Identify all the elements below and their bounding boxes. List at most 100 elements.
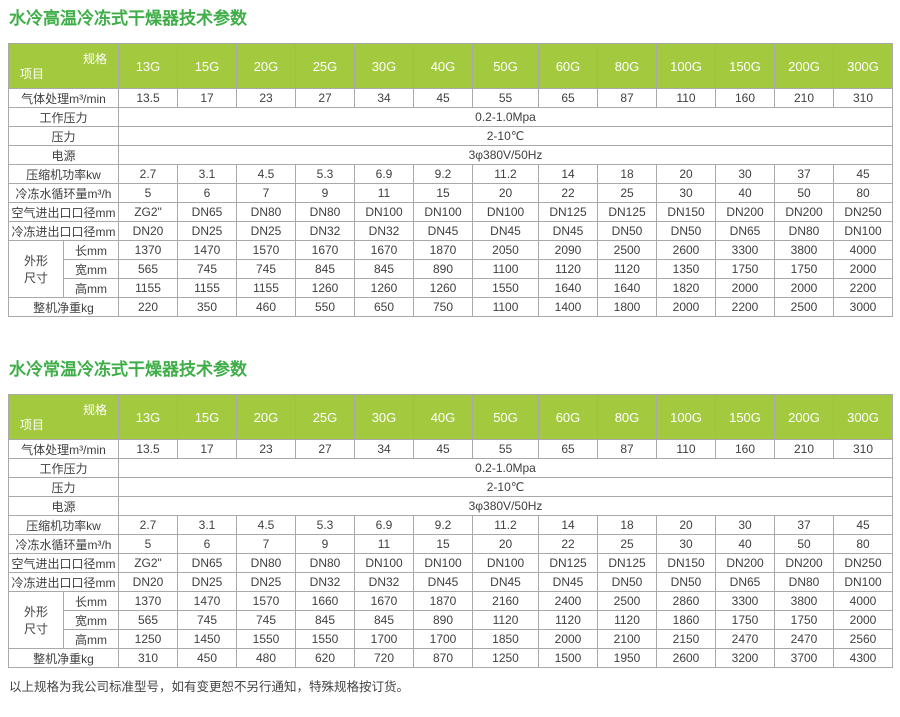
- value-cell: 2100: [597, 629, 657, 649]
- value-cell: 15: [413, 183, 473, 203]
- value-cell: 3800: [774, 240, 834, 260]
- value-cell: DN50: [597, 221, 657, 241]
- value-cell: 4000: [833, 240, 893, 260]
- column-header-40G: 40G: [413, 394, 473, 440]
- value-cell: 2000: [656, 297, 716, 317]
- value-cell: 620: [295, 648, 355, 668]
- value-cell: 3300: [715, 240, 775, 260]
- value-cell: 1670: [354, 591, 414, 611]
- value-cell: 1370: [118, 591, 178, 611]
- corner-spec-label: 规格: [82, 52, 107, 66]
- value-cell: 1640: [597, 278, 657, 298]
- value-cell: 4.5: [236, 164, 296, 184]
- table-row: 气体处理m³/min 13.5 17 23 27 34 45 55 65 87 110 160 210 3…: [8, 88, 893, 108]
- value-cell: 34: [354, 88, 414, 108]
- row-label: 工作压力: [8, 107, 119, 127]
- value-cell: 1550: [472, 278, 539, 298]
- value-cell: 110: [656, 88, 716, 108]
- value-cell: 14: [538, 515, 598, 535]
- value-cell: 2470: [715, 629, 775, 649]
- value-cell: DN125: [597, 553, 657, 573]
- value-cell: 2160: [472, 591, 539, 611]
- corner-item-label: 项目: [20, 67, 45, 81]
- value-cell: 30: [656, 183, 716, 203]
- value-cell: DN25: [236, 572, 296, 592]
- corner-item-label: 项目: [20, 418, 45, 432]
- value-cell: 25: [597, 534, 657, 554]
- value-cell: 2000: [715, 278, 775, 298]
- value-cell: 87: [597, 439, 657, 459]
- value-cell: DN65: [715, 572, 775, 592]
- value-cell: 23: [236, 88, 296, 108]
- value-cell: DN100: [354, 202, 414, 222]
- row-group-label: 外形 尺寸: [8, 240, 64, 298]
- value-cell: 1820: [656, 278, 716, 298]
- value-cell: DN20: [118, 221, 178, 241]
- value-cell: 2400: [538, 591, 598, 611]
- value-cell: 845: [354, 259, 414, 279]
- value-cell: 18: [597, 164, 657, 184]
- spec-table-high-temp: 规格 项目 13G 15G 20G 25G 30G 40G 50G 60G 80G 100G 150G 2…: [8, 43, 893, 317]
- value-cell: 55: [472, 439, 539, 459]
- value-cell: 2600: [656, 648, 716, 668]
- value-cell: 2000: [833, 610, 893, 630]
- value-cell: 1260: [354, 278, 414, 298]
- value-cell: 1700: [354, 629, 414, 649]
- column-header-300G: 300G: [833, 394, 893, 440]
- value-cell: 37: [774, 515, 834, 535]
- value-cell: 2600: [656, 240, 716, 260]
- table-row: 外形 尺寸 长mm 1370 1470 1570 1670 1670 1870 2050 2090…: [8, 240, 893, 298]
- value-cell: 565: [118, 610, 178, 630]
- merged-value-cell: 0.2-1.0Mpa: [118, 458, 893, 478]
- value-cell: 1660: [295, 591, 355, 611]
- value-cell: DN45: [472, 221, 539, 241]
- value-cell: 1400: [538, 297, 598, 317]
- value-cell: 1120: [538, 610, 598, 630]
- value-cell: DN32: [354, 221, 414, 241]
- value-cell: 1570: [236, 591, 296, 611]
- value-cell: 80: [833, 534, 893, 554]
- row-label: 高mm: [63, 278, 119, 298]
- column-header-40G: 40G: [413, 43, 473, 89]
- value-cell: DN65: [177, 202, 237, 222]
- row-label: 长mm: [63, 240, 119, 260]
- value-cell: 2000: [538, 629, 598, 649]
- value-cell: 745: [177, 259, 237, 279]
- value-cell: DN100: [413, 202, 473, 222]
- value-cell: 65: [538, 439, 598, 459]
- value-cell: 6: [177, 183, 237, 203]
- table-row: 工作压力 0.2-1.0Mpa: [8, 458, 893, 478]
- value-cell: 745: [236, 610, 296, 630]
- value-cell: 845: [354, 610, 414, 630]
- value-cell: 2090: [538, 240, 598, 260]
- value-cell: DN65: [715, 221, 775, 241]
- value-cell: DN250: [833, 202, 893, 222]
- value-cell: DN25: [177, 572, 237, 592]
- value-cell: DN100: [354, 553, 414, 573]
- value-cell: 45: [413, 88, 473, 108]
- value-cell: 6.9: [354, 515, 414, 535]
- value-cell: DN200: [774, 553, 834, 573]
- value-cell: 160: [715, 439, 775, 459]
- value-cell: 845: [295, 259, 355, 279]
- value-cell: DN50: [597, 572, 657, 592]
- value-cell: DN65: [177, 553, 237, 573]
- value-cell: ZG2": [118, 553, 178, 573]
- value-cell: DN125: [538, 553, 598, 573]
- row-label: 压力: [8, 126, 119, 146]
- value-cell: 1100: [472, 259, 539, 279]
- value-cell: DN80: [295, 202, 355, 222]
- row-label: 电源: [8, 496, 119, 516]
- table-title-normal-temp: 水冷常温冷冻式干燥器技术参数: [9, 360, 247, 379]
- value-cell: DN20: [118, 572, 178, 592]
- value-cell: 160: [715, 88, 775, 108]
- value-cell: 480: [236, 648, 296, 668]
- column-header-150G: 150G: [715, 43, 775, 89]
- row-label: 空气进出口口径mm: [8, 553, 119, 573]
- value-cell: 310: [118, 648, 178, 668]
- value-cell: 1120: [472, 610, 539, 630]
- value-cell: 5: [118, 183, 178, 203]
- value-cell: 45: [833, 515, 893, 535]
- value-cell: ZG2": [118, 202, 178, 222]
- value-cell: 9.2: [413, 515, 473, 535]
